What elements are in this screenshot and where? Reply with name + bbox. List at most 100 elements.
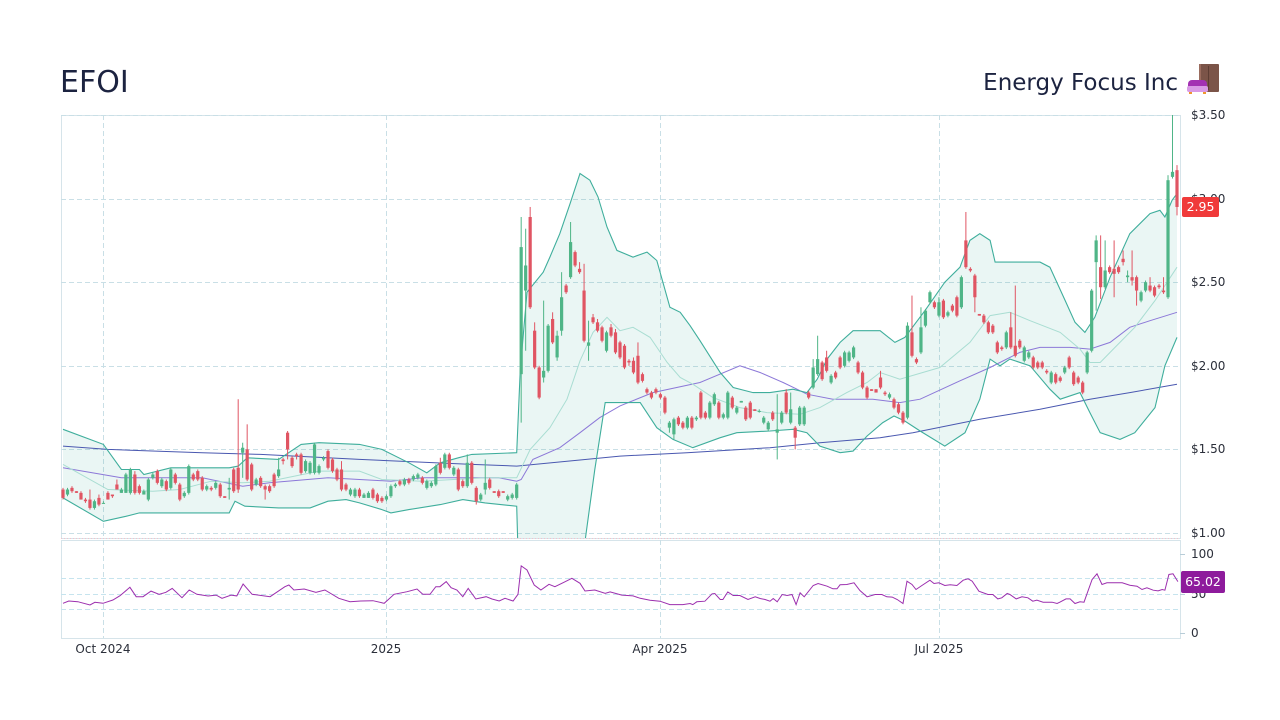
candle[interactable] (775, 394, 779, 460)
candle[interactable] (1130, 250, 1134, 286)
candle[interactable] (398, 479, 402, 487)
candle[interactable] (582, 263, 586, 343)
candle[interactable] (1040, 360, 1044, 370)
candle[interactable] (438, 457, 442, 475)
candle[interactable] (560, 272, 564, 336)
candle[interactable] (1036, 360, 1040, 370)
candle[interactable] (173, 472, 177, 485)
candle[interactable] (1175, 165, 1179, 216)
candle[interactable] (1004, 330, 1008, 350)
candle[interactable] (910, 295, 914, 358)
candle[interactable] (883, 390, 887, 396)
candle[interactable] (1125, 270, 1130, 283)
candle[interactable] (555, 330, 559, 361)
candle[interactable] (155, 469, 159, 485)
candle[interactable] (1134, 275, 1139, 306)
candle[interactable] (717, 400, 721, 420)
candle[interactable] (712, 392, 716, 406)
candle[interactable] (1170, 115, 1175, 179)
candle[interactable] (622, 344, 627, 370)
candle[interactable] (802, 405, 806, 426)
candle[interactable] (681, 420, 685, 430)
candle[interactable] (119, 487, 123, 493)
candle[interactable] (375, 492, 380, 503)
candle[interactable] (294, 452, 299, 460)
candle[interactable] (1054, 372, 1058, 385)
candle[interactable] (1161, 277, 1166, 294)
candle[interactable] (209, 486, 213, 492)
candle[interactable] (573, 250, 577, 268)
candle[interactable] (1103, 240, 1107, 289)
candle[interactable] (694, 415, 698, 421)
candle[interactable] (901, 410, 905, 425)
candle[interactable] (753, 409, 757, 411)
candle[interactable] (1108, 265, 1112, 274)
candle[interactable] (1013, 285, 1017, 358)
candle[interactable] (807, 390, 811, 400)
candle[interactable] (97, 494, 101, 507)
candle[interactable] (506, 494, 510, 502)
candle[interactable] (789, 392, 793, 425)
candle[interactable] (600, 325, 604, 343)
candle[interactable] (187, 464, 191, 495)
candle[interactable] (977, 313, 981, 316)
candle[interactable] (631, 357, 636, 375)
candle[interactable] (160, 477, 164, 488)
candle[interactable] (492, 491, 496, 493)
candle[interactable] (348, 487, 353, 497)
candle[interactable] (178, 482, 182, 502)
candle[interactable] (407, 477, 411, 485)
candle[interactable] (542, 300, 546, 383)
candle[interactable] (223, 496, 227, 498)
candle[interactable] (1152, 285, 1157, 298)
candle[interactable] (834, 370, 838, 380)
candle[interactable] (968, 267, 972, 273)
candle[interactable] (339, 461, 344, 492)
candle[interactable] (497, 489, 501, 498)
candle[interactable] (474, 486, 478, 505)
candle[interactable] (896, 402, 901, 415)
candle[interactable] (483, 459, 487, 495)
candle[interactable] (357, 487, 362, 498)
candle[interactable] (856, 360, 860, 375)
candle[interactable] (232, 467, 236, 493)
candle[interactable] (326, 449, 330, 470)
candle[interactable] (721, 412, 725, 420)
candle[interactable] (613, 329, 618, 355)
candle[interactable] (335, 467, 339, 482)
candle[interactable] (658, 392, 663, 400)
candle[interactable] (748, 400, 752, 420)
candle[interactable] (609, 324, 613, 338)
candle[interactable] (1117, 265, 1121, 274)
candle[interactable] (510, 492, 514, 500)
candle[interactable] (847, 350, 851, 363)
candle[interactable] (353, 487, 357, 498)
candle[interactable] (816, 335, 820, 376)
candle[interactable] (420, 476, 424, 485)
candle[interactable] (568, 222, 573, 279)
candle[interactable] (272, 472, 276, 488)
candle[interactable] (393, 482, 398, 488)
candle[interactable] (636, 342, 640, 385)
candle[interactable] (851, 345, 856, 360)
candle[interactable] (923, 308, 928, 328)
candle[interactable] (371, 487, 375, 500)
candle[interactable] (488, 477, 492, 490)
candle[interactable] (667, 420, 672, 433)
candle[interactable] (874, 389, 878, 393)
candle[interactable] (479, 492, 483, 502)
candle[interactable] (735, 405, 739, 415)
candle[interactable] (344, 482, 348, 492)
candle[interactable] (92, 499, 97, 510)
candle[interactable] (685, 415, 689, 430)
candle[interactable] (501, 491, 505, 493)
candle[interactable] (402, 477, 406, 487)
candle[interactable] (654, 387, 658, 395)
candle[interactable] (465, 454, 469, 488)
candle[interactable] (708, 400, 712, 420)
candle[interactable] (762, 415, 766, 425)
candle[interactable] (1099, 235, 1103, 299)
candle[interactable] (744, 405, 748, 421)
candle[interactable] (730, 395, 734, 410)
candle[interactable] (1045, 369, 1049, 375)
